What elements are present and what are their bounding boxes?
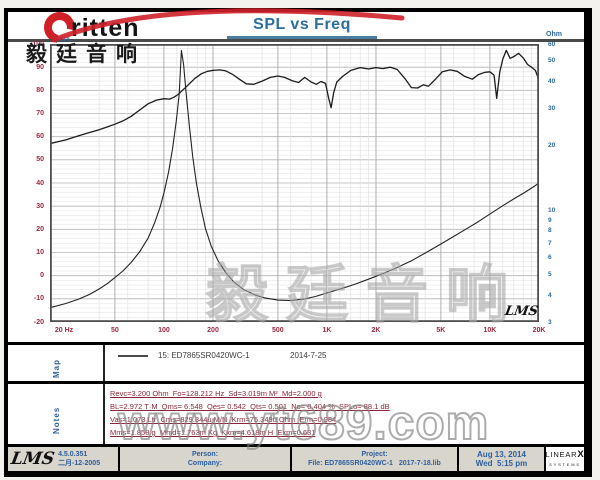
tick-label: 3 xyxy=(548,318,552,326)
tick-label: 80 xyxy=(36,86,44,94)
tick-label: 10 xyxy=(548,206,556,214)
divider xyxy=(8,342,584,345)
divider xyxy=(103,345,105,381)
tick-label: 5 xyxy=(548,271,552,279)
tick-label: 60 xyxy=(36,133,44,141)
chart-plot xyxy=(50,44,539,322)
tick-label: 10 xyxy=(36,249,44,256)
map-section-label: Map xyxy=(52,359,61,378)
tick-label: 50 xyxy=(548,57,556,65)
lms-logo: LMS xyxy=(9,448,56,469)
tick-label: 50 xyxy=(110,327,119,334)
report-document: ritten 毅廷音响 SPL vs Freq dBSPL Ohm 100 90 8… xyxy=(4,5,592,477)
tick-label: 8 xyxy=(548,227,552,235)
footer-person-cell: Person: Company: xyxy=(118,447,290,471)
tick-label: -10 xyxy=(33,295,44,303)
tick-label: 30 xyxy=(548,104,556,112)
tick-label: 20K xyxy=(532,327,546,334)
tick-label: 20 Hz xyxy=(54,327,74,334)
divider xyxy=(103,384,105,444)
person-label: Person: xyxy=(191,451,219,458)
watermark-url: www.yt689.com xyxy=(117,396,490,451)
watermark-cjk: 毅廷音响 xyxy=(205,260,527,331)
tick-label: 90 xyxy=(36,63,44,71)
tick-label: 5K xyxy=(436,327,446,334)
tick-label: 20 xyxy=(548,142,556,150)
legend-curve-name: 15: ED7865SR0420WC-1 xyxy=(158,351,250,360)
footer-time: Wed 5:15 pm xyxy=(475,459,528,468)
tick-label: 70 xyxy=(36,110,44,117)
tick-label: 9 xyxy=(548,216,552,224)
lms-version-date: 二月-12-2005 xyxy=(58,460,101,467)
footer-date: Aug 13, 2014 xyxy=(477,450,526,459)
tick-label: 60 xyxy=(548,40,556,48)
linearx-text: LINEAR xyxy=(545,449,578,459)
y-right-unit-label: Ohm xyxy=(546,31,562,38)
tick-label: 0 xyxy=(40,272,44,280)
tick-label: 6 xyxy=(548,254,552,262)
notes-line: BL=2.972 T·M Qms= 6.548 Qes= 0.542 Qts= … xyxy=(110,402,390,411)
lms-version: 4.5.0.351 xyxy=(58,451,88,458)
tick-label: 30 xyxy=(36,202,44,210)
tick-label: 1K xyxy=(322,327,332,334)
notes-section-label: Notes xyxy=(52,406,61,434)
logo-cjk-text: 毅廷音响 xyxy=(26,43,146,66)
x-ticks: 20 Hz 50 100 200 500 1K 2K 5K 10K 20K xyxy=(50,325,546,337)
lib-file: 2017-7-18.lib xyxy=(398,460,441,467)
project-label: Project: xyxy=(361,451,388,458)
footer-datetime-cell: Aug 13, 2014 Wed 5:15 pm xyxy=(457,447,544,471)
tick-label: 40 xyxy=(36,179,44,187)
tick-label: 7 xyxy=(548,239,552,247)
divider xyxy=(8,381,584,384)
notes-line: Mms=1.858 g Mmd=1.763m Kg Kxm=4.618m H E… xyxy=(110,428,316,437)
page-title: SPL vs Freq xyxy=(227,16,377,39)
footer-bar: LMS 4.5.0.351 二月-12-2005 Person: Company… xyxy=(8,447,584,471)
tick-label: 40 xyxy=(548,78,556,86)
tick-label: 10K xyxy=(483,327,497,334)
notes-line: Vas=1.073 Ltr Cms=829.344u M/N Krm=75.34… xyxy=(110,415,337,424)
tick-label: -20 xyxy=(33,318,44,326)
linearx-logo: LINEARX SYSTEMS xyxy=(544,447,584,471)
linearx-x: X xyxy=(577,448,585,460)
y-right-ticks: 60 50 40 30 20 10 9 8 7 6 5 4 3 xyxy=(544,40,580,326)
tick-label: 200 xyxy=(207,327,219,334)
tick-label: 50 xyxy=(36,156,44,164)
legend-line-swatch xyxy=(118,355,148,357)
y-left-ticks: 100 90 80 70 60 50 40 30 20 10 0 -10 -20 xyxy=(14,40,46,326)
lms-chart-logo: LMS xyxy=(503,304,540,319)
legend-curve-date: 2014-7-25 xyxy=(290,351,327,360)
tick-label: 4 xyxy=(548,291,552,299)
footer-project-cell: Project: File: ED7865SR0420WC-1 2017-7-1… xyxy=(290,447,457,471)
tick-label: 2K xyxy=(371,327,381,334)
company-label: Company: xyxy=(187,460,223,467)
divider xyxy=(8,444,584,447)
file-label: File: ED7865SR0420WC-1 xyxy=(308,460,393,467)
footer-lms-cell: LMS 4.5.0.351 二月-12-2005 xyxy=(8,447,118,471)
linearx-systems-text: SYSTEMS xyxy=(549,461,581,467)
tick-label: 100 xyxy=(32,40,44,48)
tick-label: 20 xyxy=(36,225,44,233)
tick-label: 100 xyxy=(158,327,170,334)
tick-label: 500 xyxy=(272,327,284,334)
notes-line: Revc=3.200 Ohm Fo=128.212 Hz Sd=3.019m M… xyxy=(110,389,322,398)
